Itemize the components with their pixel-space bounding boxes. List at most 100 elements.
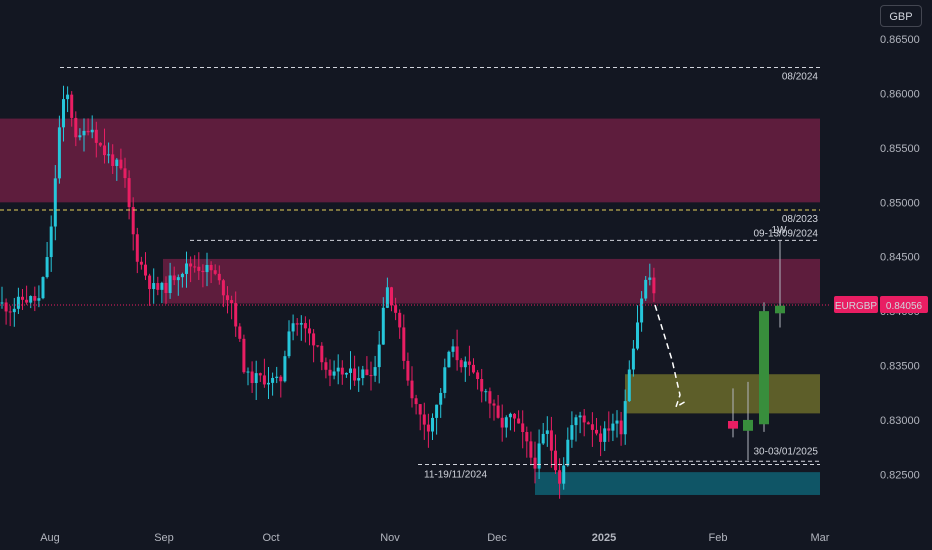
candle-body (291, 323, 295, 332)
candle-body (595, 429, 598, 434)
candle-body (607, 428, 611, 431)
candle-body (107, 154, 111, 156)
candle-body (123, 168, 127, 179)
candle-body (476, 372, 480, 380)
level-label: 08/2024 (782, 71, 819, 82)
candle-body (267, 382, 270, 385)
candle-body (25, 299, 29, 303)
candle-body (484, 391, 488, 393)
candle-body (344, 372, 348, 375)
candle-body (439, 392, 443, 405)
candle-body (180, 273, 184, 278)
candle-body (472, 364, 475, 373)
y-tick-label: 0.85000 (880, 197, 920, 209)
candle-body (226, 295, 229, 301)
y-tick-label: 0.86000 (880, 89, 920, 101)
candle-body (45, 257, 49, 278)
candle-body (463, 361, 467, 368)
candle-body (365, 369, 369, 376)
candle-body (562, 465, 566, 484)
weekly-candle-body (759, 311, 769, 425)
candle-body (299, 323, 303, 325)
candle-body (574, 417, 578, 426)
candle-body (615, 420, 619, 424)
candle-body (70, 94, 74, 118)
candle-body (619, 420, 623, 435)
candle-body (308, 328, 311, 334)
candle-body (164, 282, 168, 294)
candle-body (295, 323, 299, 325)
candle-body (156, 283, 160, 290)
candle-body (176, 277, 180, 281)
x-tick-label: Sep (154, 532, 174, 544)
candle-body (340, 367, 344, 375)
x-tick-label: Oct (262, 532, 279, 544)
x-tick-label: Aug (40, 532, 60, 544)
candle-body (152, 283, 156, 290)
candle-body (496, 405, 500, 418)
y-tick-label: 0.82500 (880, 469, 920, 481)
candle-body (201, 270, 205, 273)
candle-body (537, 443, 541, 469)
candle-body (213, 270, 217, 274)
candle-body (459, 360, 463, 368)
candle-body (57, 127, 61, 179)
candle-body (29, 296, 33, 303)
candle-body (131, 207, 135, 235)
weekly-candle-body (775, 305, 785, 314)
candle-body (361, 369, 365, 379)
candle-body (357, 378, 361, 381)
candle-body (234, 303, 238, 327)
candle-body (78, 135, 82, 138)
y-tick-label: 0.83000 (880, 415, 920, 427)
candle-body (185, 263, 188, 274)
currency-button[interactable]: GBP (880, 5, 922, 27)
candle-body (336, 367, 340, 372)
candle-body (230, 300, 234, 304)
y-tick-label: 0.86500 (880, 34, 920, 46)
candle-body (422, 414, 426, 425)
candle-body (590, 424, 594, 430)
candle-body (414, 398, 418, 405)
candle-body (242, 338, 246, 373)
candle-body (246, 371, 250, 373)
candle-body (250, 371, 254, 384)
candle-body (221, 280, 225, 296)
candle-body (467, 361, 471, 365)
candle-body (377, 344, 381, 368)
candle-body (381, 307, 385, 345)
candle-body (402, 327, 406, 361)
candle-body (504, 417, 508, 428)
candle-body (636, 322, 639, 349)
candle-body (586, 422, 590, 425)
candle-body (197, 266, 201, 271)
candle-body (62, 99, 65, 128)
level-label: 11-19/11/2024 (424, 470, 487, 481)
candle-body (262, 375, 266, 385)
candle-body (558, 470, 562, 484)
weekly-candle-body (728, 421, 738, 429)
candle-body (488, 391, 492, 404)
candle-body (312, 333, 316, 346)
candle-body (66, 94, 70, 100)
candle-body (0, 302, 4, 304)
candle-body (49, 226, 53, 258)
x-tick-label: 2025 (592, 532, 616, 544)
candle-body (390, 287, 393, 306)
candle-body (275, 376, 279, 378)
projection-path (654, 304, 689, 409)
candle-body (139, 261, 143, 265)
symbol-label-box (834, 296, 878, 314)
candle-body (205, 264, 209, 273)
candle-body (406, 360, 410, 381)
candle-body (648, 277, 652, 280)
candle-body (418, 404, 422, 415)
candle-body (135, 234, 139, 262)
candle-body (21, 296, 24, 300)
candle-body (90, 129, 94, 133)
candle-body (611, 423, 615, 431)
candle-body (369, 375, 373, 377)
candle-body (148, 275, 152, 290)
candle-body (82, 130, 86, 136)
